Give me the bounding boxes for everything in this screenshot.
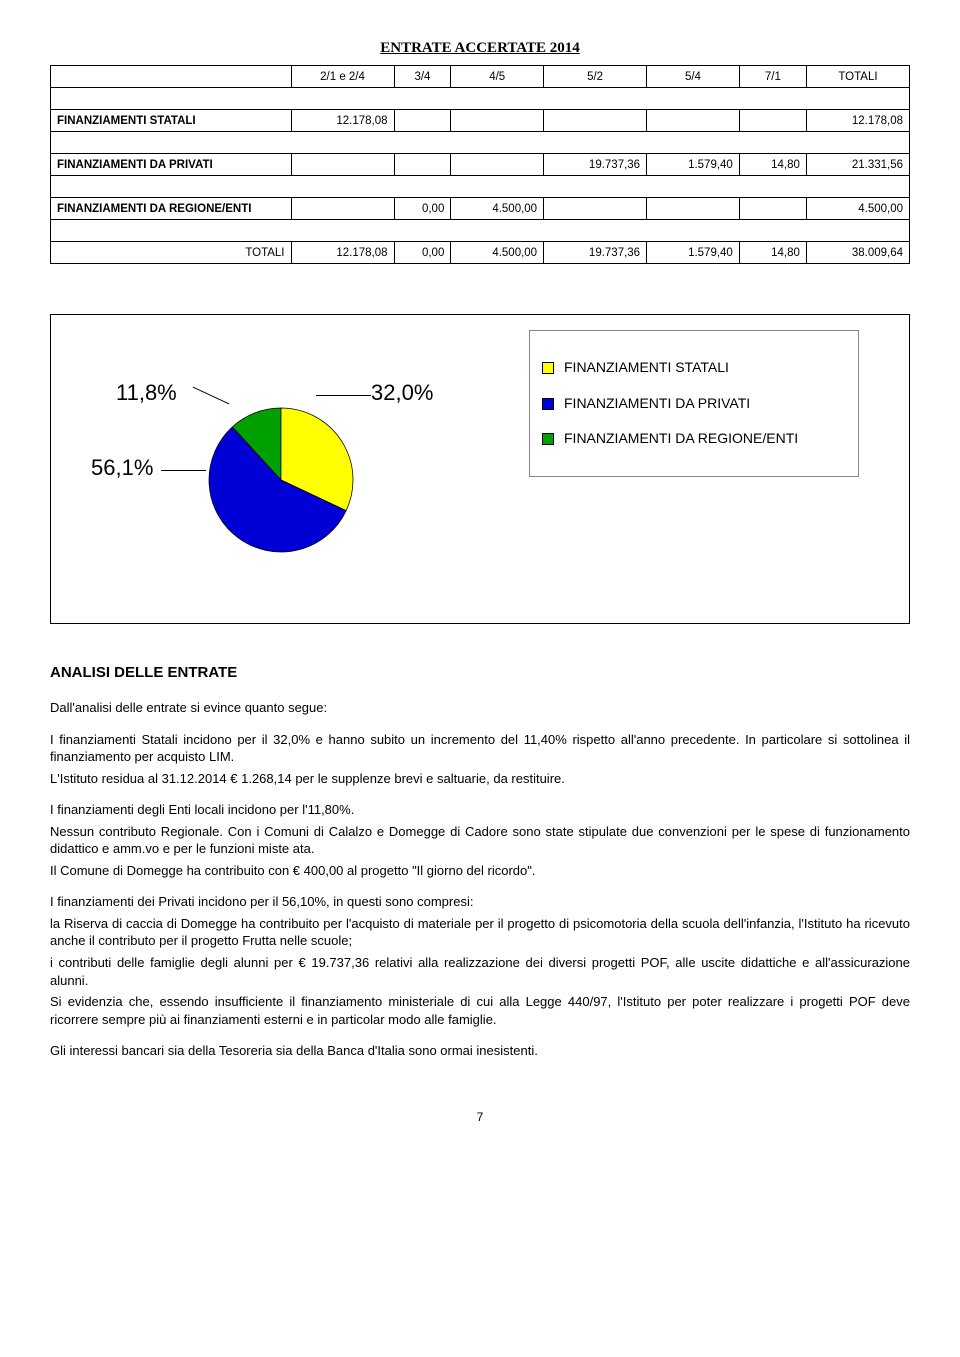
cell: 14,80 bbox=[739, 242, 806, 264]
body-text: Gli interessi bancari sia della Tesoreri… bbox=[50, 1042, 910, 1060]
th-col: 4/5 bbox=[451, 66, 544, 88]
cell bbox=[394, 154, 451, 176]
cell: 21.331,56 bbox=[806, 154, 909, 176]
body-text: Si evidenzia che, essendo insufficiente … bbox=[50, 993, 910, 1028]
body-text: I finanziamenti dei Privati incidono per… bbox=[50, 893, 910, 911]
totals-label: TOTALI bbox=[51, 242, 292, 264]
cell bbox=[739, 198, 806, 220]
cell bbox=[451, 154, 544, 176]
legend-label: FINANZIAMENTI STATALI bbox=[564, 359, 729, 377]
th-col: TOTALI bbox=[806, 66, 909, 88]
cell bbox=[451, 110, 544, 132]
th-blank bbox=[51, 66, 292, 88]
legend-item: FINANZIAMENTI STATALI bbox=[542, 359, 846, 377]
pie-chart-container: 11,8% 56,1% 32,0% FINANZIAMENTI STATALI … bbox=[50, 314, 910, 624]
th-col: 7/1 bbox=[739, 66, 806, 88]
page-title: ENTRATE ACCERTATE 2014 bbox=[50, 40, 910, 57]
cell: 1.579,40 bbox=[647, 154, 740, 176]
cell bbox=[394, 110, 451, 132]
pct-label-privati: 56,1% bbox=[91, 455, 153, 481]
cell bbox=[647, 198, 740, 220]
cell bbox=[647, 110, 740, 132]
cell: 0,00 bbox=[394, 198, 451, 220]
th-col: 2/1 e 2/4 bbox=[291, 66, 394, 88]
legend-item: FINANZIAMENTI DA PRIVATI bbox=[542, 395, 846, 413]
body-text: la Riserva di caccia di Domegge ha contr… bbox=[50, 915, 910, 950]
th-col: 5/4 bbox=[647, 66, 740, 88]
row-label: FINANZIAMENTI STATALI bbox=[51, 110, 292, 132]
pie-chart bbox=[206, 405, 356, 558]
leader-line bbox=[193, 387, 230, 405]
th-col: 3/4 bbox=[394, 66, 451, 88]
cell: 19.737,36 bbox=[544, 242, 647, 264]
cell: 19.737,36 bbox=[544, 154, 647, 176]
pct-label-statali: 32,0% bbox=[371, 380, 433, 406]
body-text: I finanziamenti Statali incidono per il … bbox=[50, 731, 910, 766]
legend-item: FINANZIAMENTI DA REGIONE/ENTI bbox=[542, 430, 846, 448]
table-row: FINANZIAMENTI DA PRIVATI 19.737,36 1.579… bbox=[51, 154, 910, 176]
row-label: FINANZIAMENTI DA PRIVATI bbox=[51, 154, 292, 176]
legend-swatch bbox=[542, 433, 554, 445]
legend-swatch bbox=[542, 398, 554, 410]
cell bbox=[544, 198, 647, 220]
table-header-row: 2/1 e 2/4 3/4 4/5 5/2 5/4 7/1 TOTALI bbox=[51, 66, 910, 88]
body-text: I finanziamenti degli Enti locali incido… bbox=[50, 801, 910, 819]
pct-label-regione: 11,8% bbox=[116, 380, 177, 406]
legend-label: FINANZIAMENTI DA REGIONE/ENTI bbox=[564, 430, 798, 448]
table-totals-row: TOTALI 12.178,08 0,00 4.500,00 19.737,36… bbox=[51, 242, 910, 264]
cell: 0,00 bbox=[394, 242, 451, 264]
entrate-table: 2/1 e 2/4 3/4 4/5 5/2 5/4 7/1 TOTALI FIN… bbox=[50, 65, 910, 264]
body-text: Il Comune di Domegge ha contribuito con … bbox=[50, 862, 910, 880]
body-text: Nessun contributo Regionale. Con i Comun… bbox=[50, 823, 910, 858]
legend-swatch bbox=[542, 362, 554, 374]
cell: 12.178,08 bbox=[806, 110, 909, 132]
chart-legend: FINANZIAMENTI STATALI FINANZIAMENTI DA P… bbox=[529, 330, 859, 477]
body-text: i contributi delle famiglie degli alunni… bbox=[50, 954, 910, 989]
leader-line bbox=[316, 395, 371, 396]
cell: 12.178,08 bbox=[291, 110, 394, 132]
cell: 14,80 bbox=[739, 154, 806, 176]
cell: 4.500,00 bbox=[806, 198, 909, 220]
cell: 1.579,40 bbox=[647, 242, 740, 264]
table-row: FINANZIAMENTI DA REGIONE/ENTI 0,00 4.500… bbox=[51, 198, 910, 220]
th-col: 5/2 bbox=[544, 66, 647, 88]
cell: 4.500,00 bbox=[451, 242, 544, 264]
cell: 38.009,64 bbox=[806, 242, 909, 264]
body-text: Dall'analisi delle entrate si evince qua… bbox=[50, 699, 910, 717]
row-label: FINANZIAMENTI DA REGIONE/ENTI bbox=[51, 198, 292, 220]
page-number: 7 bbox=[50, 1110, 910, 1124]
cell bbox=[291, 154, 394, 176]
cell bbox=[739, 110, 806, 132]
table-row: FINANZIAMENTI STATALI 12.178,08 12.178,0… bbox=[51, 110, 910, 132]
cell: 4.500,00 bbox=[451, 198, 544, 220]
cell bbox=[291, 198, 394, 220]
cell: 12.178,08 bbox=[291, 242, 394, 264]
leader-line bbox=[161, 470, 206, 471]
cell bbox=[544, 110, 647, 132]
section-heading: ANALISI DELLE ENTRATE bbox=[50, 664, 910, 681]
body-text: L'Istituto residua al 31.12.2014 € 1.268… bbox=[50, 770, 910, 788]
legend-label: FINANZIAMENTI DA PRIVATI bbox=[564, 395, 750, 413]
